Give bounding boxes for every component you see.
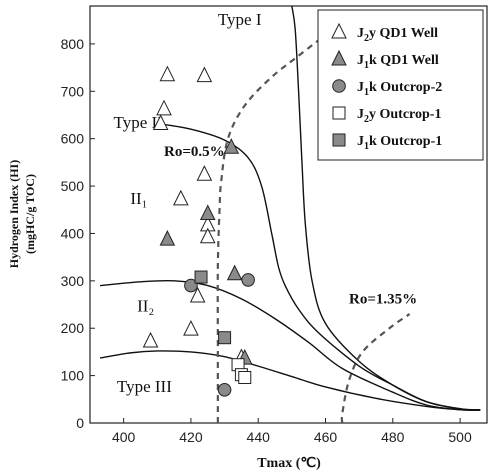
data-point-j2y_qd1 <box>199 227 216 244</box>
data-point-j1k_out2 <box>217 383 232 397</box>
legend: J2y QD1 Well J1k QD1 Well J1k Outcrop-2 J2y… <box>317 9 484 161</box>
legend-label-j2y_qd1: J2y QD1 Well <box>357 26 438 44</box>
iso-line-0 <box>216 39 320 423</box>
legend-label-j2y_out1: J2y Outcrop-1 <box>357 107 441 125</box>
annotation-label: II₁ <box>130 189 147 208</box>
data-point-j1k_out2 <box>241 273 255 287</box>
x-axis-title: Tmax (℃) <box>257 456 321 471</box>
data-point-j1k_qd1 <box>159 230 176 246</box>
data-point-j1k_qd1 <box>199 204 216 221</box>
x-tick-label: 500 <box>448 429 472 445</box>
legend-label-j1k_out2: J1k Outcrop-2 <box>357 80 442 98</box>
data-point-j1k_out2 <box>184 278 198 293</box>
data-point-j1k_out1 <box>194 270 208 284</box>
iso-lines <box>216 39 411 423</box>
annotation-label: Ro=1.35% <box>349 292 417 308</box>
data-point-j2y_qd1 <box>159 65 176 82</box>
x-tick-label: 420 <box>179 429 203 445</box>
data-point-j2y_qd1 <box>189 286 206 303</box>
data-point-j2y_out1 <box>238 371 252 385</box>
x-tick-label: 440 <box>247 429 271 445</box>
data-point-j1k_qd1 <box>223 138 240 154</box>
y-tick-label: 200 <box>61 320 85 336</box>
iso-line-1 <box>340 313 411 423</box>
legend-label-j1k_out1: J1k Outcrop-1 <box>357 134 442 152</box>
data-point-j2y_qd1 <box>152 114 169 131</box>
annotation-label: Type I <box>218 10 262 29</box>
legend-marker-j1k_out2 <box>332 79 346 93</box>
y-tick-label: 100 <box>61 368 85 384</box>
y-tick-label: 0 <box>76 415 84 431</box>
legend-marker-j1k_out1 <box>332 133 346 147</box>
annotation-label: Type III <box>117 377 172 396</box>
data-point-j2y_qd1 <box>196 165 213 181</box>
y-tick-label: 400 <box>61 225 85 241</box>
boundary-curve-2 <box>100 279 481 411</box>
axis-ticks: 400 420 440 460 480 500 0 100 200 300 400 500 600 700… <box>61 36 472 445</box>
y-tick-label: 300 <box>61 273 85 289</box>
y-axis-title-line1: Hydrogen Index (HI) <box>7 160 21 268</box>
data-point-j1k_qd1 <box>226 264 243 281</box>
boundary-curve-3 <box>99 350 481 411</box>
y-tick-label: 700 <box>61 83 85 99</box>
legend-label-j1k_qd1: J1k QD1 Well <box>357 53 439 71</box>
y-tick-label: 500 <box>61 178 85 194</box>
legend-marker-j2y_out1 <box>332 106 346 120</box>
data-points <box>142 65 255 397</box>
legend-marker-j1k_qd1 <box>331 49 347 66</box>
x-tick-label: 480 <box>381 429 405 445</box>
annotation-label: Type II <box>114 113 164 132</box>
y-axis-title-line2: (mgHC/g TOC) <box>23 174 37 254</box>
data-point-j2y_qd1 <box>173 189 189 206</box>
x-tick-label: 460 <box>314 429 338 445</box>
legend-marker-j2y_qd1 <box>331 22 347 39</box>
annotation-label: Ro=0.5% <box>164 144 225 160</box>
data-point-j2y_qd1 <box>183 320 199 336</box>
y-tick-label: 600 <box>61 131 85 147</box>
data-point-j1k_out1 <box>218 331 232 345</box>
x-tick-label: 400 <box>112 429 136 445</box>
y-tick-label: 800 <box>61 36 85 52</box>
data-point-j2y_qd1 <box>142 331 159 348</box>
data-point-j2y_qd1 <box>196 66 213 83</box>
data-point-j2y_qd1 <box>156 99 172 116</box>
annotation-label: II₂ <box>137 297 154 316</box>
